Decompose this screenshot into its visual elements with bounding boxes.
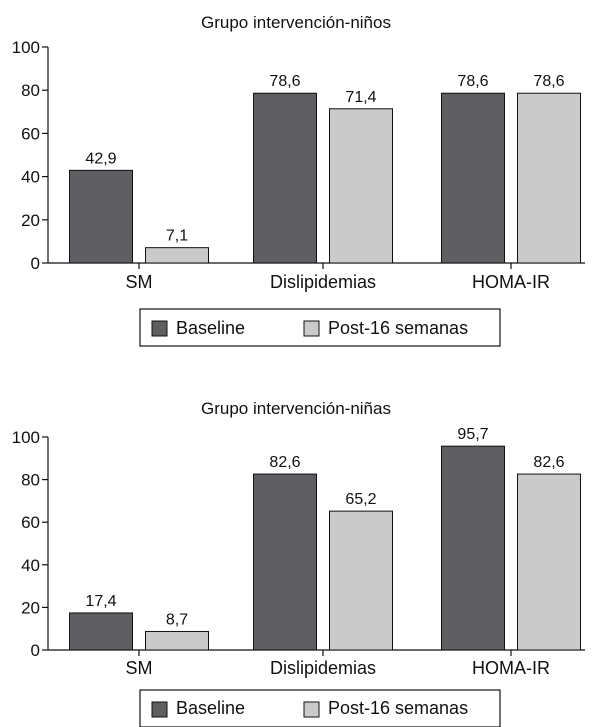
data-label: 7,1 [166, 228, 188, 245]
legend-swatch-baseline [151, 701, 168, 718]
category-label: SM [126, 658, 153, 678]
legend: Baseline Post-16 semanas [139, 689, 501, 727]
y-tick-label: 100 [12, 38, 40, 57]
data-label: 78,6 [457, 73, 488, 90]
legend-swatch-post [303, 320, 320, 337]
y-tick-label: 0 [31, 254, 40, 273]
bar-post-2 [329, 510, 393, 651]
y-tick-label: 40 [21, 168, 40, 187]
y-tick-label: 60 [21, 513, 40, 532]
chart-panel-1: Grupo intervención-niños 0 20 40 60 80 100 SM Di… [12, 13, 585, 347]
data-label: 8,7 [166, 611, 188, 628]
y-tick-label: 60 [21, 124, 40, 143]
y-tick-label: 0 [31, 641, 40, 660]
y-tick-label: 20 [21, 211, 40, 230]
data-label: 65,2 [345, 491, 376, 508]
legend-label: Post-16 semanas [328, 318, 468, 338]
bar-baseline-3 [441, 92, 505, 264]
y-tick-label: 20 [21, 598, 40, 617]
legend-label: Baseline [176, 698, 245, 718]
legend-swatch-baseline [151, 320, 168, 337]
data-label: 78,6 [533, 73, 564, 90]
bar-baseline-1 [69, 169, 133, 264]
bar-post-2 [329, 108, 393, 264]
chart-title: Grupo intervención-niños [201, 13, 391, 32]
data-label: 82,6 [533, 454, 564, 471]
data-label: 71,4 [345, 89, 376, 106]
legend-label: Post-16 semanas [328, 698, 468, 718]
category-label: HOMA-IR [472, 658, 550, 678]
bar-baseline-2 [253, 473, 317, 651]
y-tick-label: 80 [21, 471, 40, 490]
category-label: Dislipidemias [270, 658, 376, 678]
category-label: SM [126, 272, 153, 292]
bar-baseline-2 [253, 92, 317, 264]
legend-swatch-post [303, 701, 320, 718]
y-tick-label: 40 [21, 556, 40, 575]
data-label: 95,7 [457, 426, 488, 443]
chart-panel-2: Grupo intervención-niñas 0 20 40 60 80 100 SM Di… [12, 399, 585, 727]
data-label: 82,6 [269, 454, 300, 471]
bar-baseline-1 [69, 612, 133, 651]
data-label: 42,9 [85, 150, 116, 167]
bar-post-1 [145, 630, 209, 651]
bar-post-3 [517, 473, 581, 651]
legend-box [139, 689, 501, 727]
data-label: 17,4 [85, 593, 116, 610]
y-tick-label: 100 [12, 428, 40, 447]
legend-label: Baseline [176, 318, 245, 338]
bar-baseline-3 [441, 445, 505, 651]
bar-post-3 [517, 92, 581, 264]
category-label: Dislipidemias [270, 272, 376, 292]
legend-box [139, 308, 501, 347]
legend: Baseline Post-16 semanas [139, 308, 501, 347]
category-label: HOMA-IR [472, 272, 550, 292]
data-label: 78,6 [269, 73, 300, 90]
bar-post-1 [145, 247, 209, 264]
y-tick-label: 80 [21, 81, 40, 100]
chart-title: Grupo intervención-niñas [201, 399, 391, 418]
